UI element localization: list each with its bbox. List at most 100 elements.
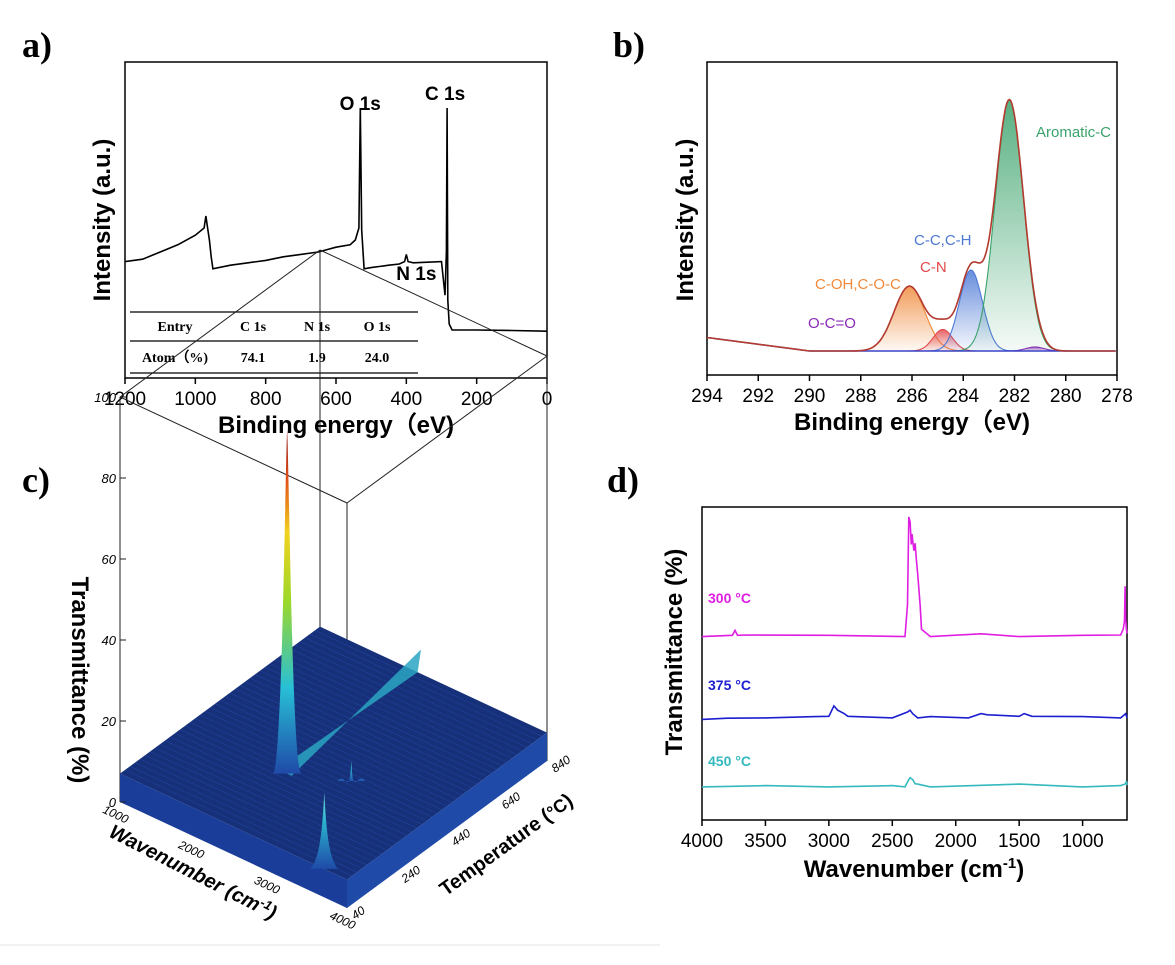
surface-streak: [169, 736, 398, 844]
x-tick-label: 284: [947, 386, 979, 407]
z-tick-label: 0: [109, 795, 117, 810]
surface-streak: [184, 725, 413, 833]
table-cell: 1.9: [308, 351, 326, 366]
table-cell: 24.0: [365, 351, 390, 366]
panel-a-chart: 120010008006004002000O 1sC 1sN 1sEntryC …: [89, 61, 552, 439]
surface-streak: [309, 633, 538, 741]
y-tick-label: 840: [549, 752, 574, 775]
series-label: 375 °C: [708, 677, 751, 693]
panel-d-chart: 4000 3500 3000 2500 2000 1500 1000 300 °C 375 °C…: [661, 506, 1128, 883]
surface-streak: [294, 644, 523, 752]
surface-streak: [314, 630, 543, 737]
component-label: C-OH,C-O-C: [815, 276, 901, 293]
y-axis-title: Intensity (a.u.): [89, 139, 116, 302]
surface-streak: [194, 718, 423, 825]
surface-streak: [179, 729, 408, 836]
z-tick-label: 100: [94, 390, 116, 405]
surface-streak: [144, 755, 373, 862]
surface-peak: [273, 429, 302, 774]
surface-streak: [219, 699, 448, 807]
peak-label: N 1s: [396, 264, 436, 285]
surface-streak: [189, 721, 418, 829]
surface-streak: [124, 769, 353, 877]
z-tick-label: 60: [102, 552, 117, 567]
panel-d-frame: [701, 506, 1128, 821]
surface-peak: [337, 760, 366, 783]
box-edge: [346, 355, 548, 504]
surface-streak: [159, 743, 388, 851]
surface-streak: [204, 710, 433, 818]
x-tick-label: 1000: [1061, 831, 1103, 852]
x-tick-label: 280: [1050, 386, 1082, 407]
x-tick-label: 3000: [808, 831, 850, 852]
table-header-cell: O 1s: [364, 320, 391, 335]
spectrum-line-2: [701, 776, 1128, 788]
z-tick-label: 20: [101, 714, 117, 729]
table-header-cell: N 1s: [304, 320, 331, 335]
surface-streak: [269, 663, 498, 770]
x-axis-title: Binding energy（eV): [794, 409, 1030, 436]
x-tick-label: 294: [691, 386, 723, 407]
x-tick-label: 600: [320, 389, 352, 410]
x-axis-title-sup: -1: [1003, 855, 1016, 872]
surface-streak: [224, 696, 453, 803]
y-axis-title: Intensity (a.u.): [672, 139, 699, 302]
panel-label-d: d): [607, 460, 639, 500]
surface-streak: [274, 659, 503, 766]
x-tick-label: 400: [390, 389, 422, 410]
surface-streak: [174, 732, 403, 840]
x-tick-label: 292: [742, 386, 774, 407]
peak-label: C 1s: [425, 84, 465, 105]
x-tick-label: 282: [999, 386, 1031, 407]
x-axis-title: Binding energy（eV): [218, 412, 454, 439]
surface-streak: [154, 747, 383, 855]
surface-streak: [149, 751, 378, 858]
x-axis-title: Wavenumber (cm-1): [804, 855, 1025, 883]
panel-label-b: b): [613, 25, 645, 65]
x-tick-label: 200: [461, 389, 493, 410]
surface-streak: [284, 652, 513, 759]
peak-label: O 1s: [340, 94, 381, 115]
survey-spectrum-line: [124, 107, 548, 332]
x-tick-label: 4000: [681, 831, 723, 852]
z-tick-label: 40: [102, 633, 117, 648]
surface-streak: [239, 685, 468, 792]
panel-label-a: a): [22, 25, 52, 65]
x-tick-label: 290: [794, 386, 826, 407]
spectrum-line-1: [701, 704, 1128, 721]
surface-front-left-face: [120, 773, 347, 908]
component-label: C-N: [920, 259, 947, 276]
series-label: 300 °C: [708, 590, 751, 606]
series-label: 450 °C: [708, 753, 751, 769]
table-cell: Atom（%): [142, 350, 208, 366]
x-tick-label: 1000: [174, 389, 216, 410]
x-tick-label: 800: [250, 389, 282, 410]
surface-streak: [304, 637, 533, 744]
table-header-cell: Entry: [158, 320, 193, 335]
panel-label-c: c): [22, 460, 50, 500]
surface-streak: [164, 740, 393, 847]
box-edge: [319, 249, 548, 357]
table-cell: 74.1: [241, 351, 266, 366]
surface-peak: [310, 792, 339, 870]
z-axis-title: Transmittance (%): [66, 577, 93, 784]
surface-streak: [234, 688, 463, 796]
surface-streak: [279, 655, 508, 763]
surface-streak: [289, 648, 518, 755]
x-tick-label: 3500: [744, 831, 786, 852]
surface-front-right-face: [347, 732, 547, 908]
surface-streak: [299, 641, 528, 748]
x-axis-title-close: ): [1016, 856, 1024, 883]
box-edge: [119, 249, 321, 398]
spectrum-line-0: [701, 516, 1128, 638]
x-axis-title-text: Wavenumber (cm: [804, 856, 1003, 883]
surface-streak: [259, 670, 488, 778]
x-tick-label: 2500: [871, 831, 913, 852]
surface-streak: [209, 707, 438, 814]
envelope-line: [706, 98, 1116, 352]
box-edge: [119, 396, 348, 504]
surface-streak: [199, 714, 428, 822]
table-background: [130, 312, 418, 376]
x-tick-label: 1500: [998, 831, 1040, 852]
